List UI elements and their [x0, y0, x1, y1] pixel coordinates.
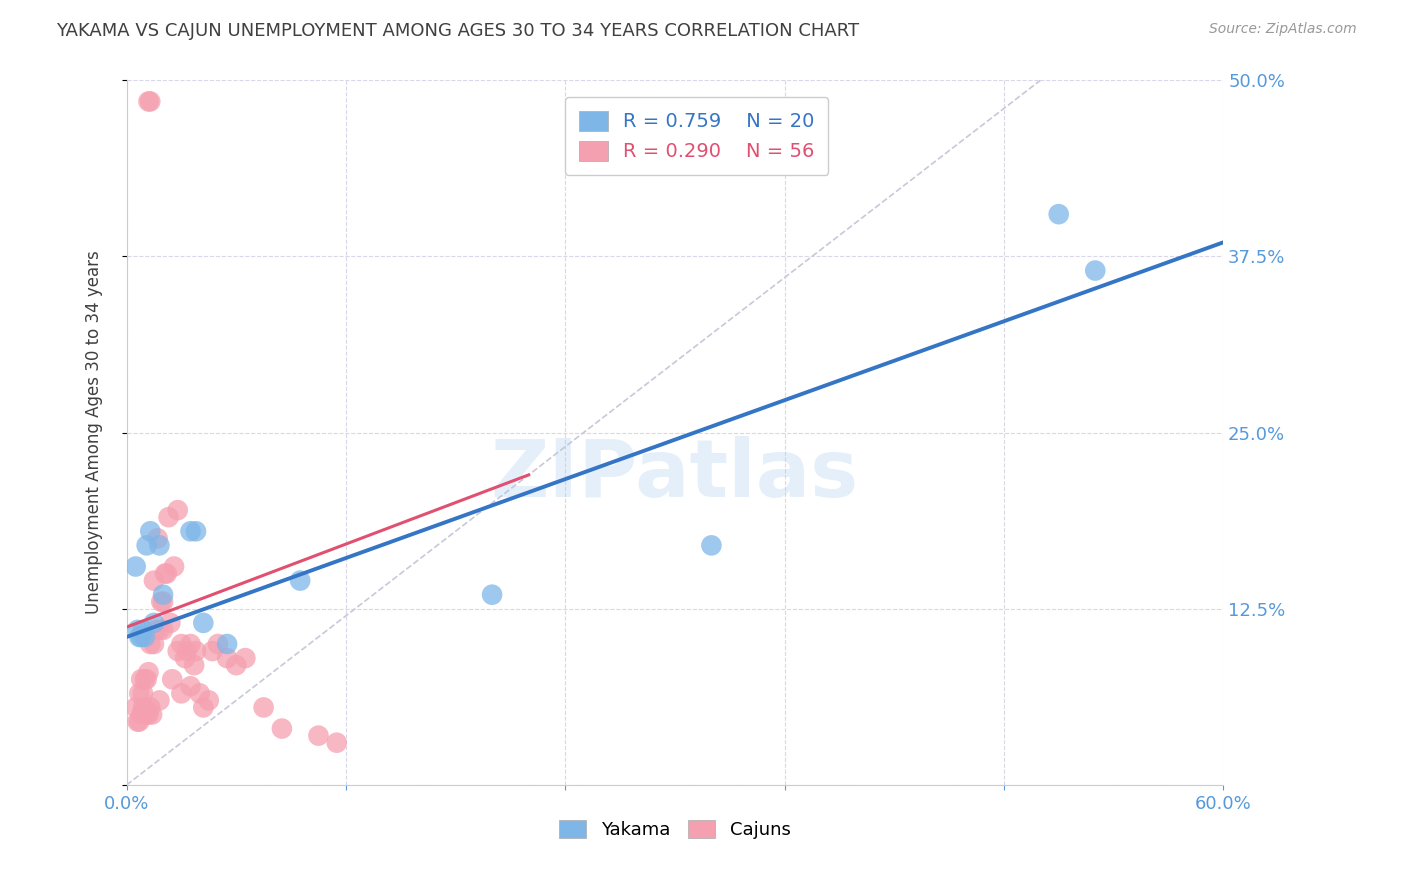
- Point: [145, 623, 167, 637]
- Point: [166, 644, 188, 658]
- Point: [184, 644, 207, 658]
- Point: [138, 665, 160, 680]
- Point: [233, 651, 257, 665]
- Point: [481, 588, 503, 602]
- Point: [134, 700, 156, 714]
- Point: [159, 615, 181, 630]
- Point: [129, 630, 152, 644]
- Point: [148, 693, 170, 707]
- Point: [148, 623, 170, 637]
- Point: [156, 566, 179, 581]
- Point: [201, 644, 224, 658]
- Text: ZIPatlas: ZIPatlas: [491, 436, 859, 514]
- Point: [152, 588, 174, 602]
- Point: [170, 637, 193, 651]
- Point: [138, 95, 160, 109]
- Point: [152, 595, 174, 609]
- Point: [163, 559, 186, 574]
- Point: [290, 574, 312, 588]
- Point: [188, 686, 211, 700]
- Point: [166, 503, 188, 517]
- Point: [129, 707, 152, 722]
- Text: YAKAMA VS CAJUN UNEMPLOYMENT AMONG AGES 30 TO 34 YEARS CORRELATION CHART: YAKAMA VS CAJUN UNEMPLOYMENT AMONG AGES …: [56, 22, 859, 40]
- Point: [197, 693, 219, 707]
- Point: [128, 686, 150, 700]
- Point: [180, 637, 202, 651]
- Point: [162, 673, 183, 687]
- Point: [270, 722, 294, 736]
- Legend: Yakama, Cajuns: Yakama, Cajuns: [553, 813, 797, 847]
- Point: [180, 524, 202, 539]
- Point: [128, 714, 150, 729]
- Point: [139, 700, 162, 714]
- Point: [124, 700, 148, 714]
- Point: [139, 524, 162, 539]
- Point: [139, 637, 162, 651]
- Point: [170, 686, 193, 700]
- Point: [132, 623, 155, 637]
- Text: Source: ZipAtlas.com: Source: ZipAtlas.com: [1209, 22, 1357, 37]
- Point: [193, 700, 215, 714]
- Point: [217, 637, 239, 651]
- Point: [135, 707, 157, 722]
- Point: [184, 524, 207, 539]
- Point: [148, 538, 170, 552]
- Point: [146, 532, 169, 546]
- Point: [153, 566, 176, 581]
- Point: [207, 637, 229, 651]
- Point: [132, 686, 155, 700]
- Point: [157, 510, 180, 524]
- Point: [193, 615, 215, 630]
- Point: [127, 623, 149, 637]
- Point: [135, 673, 157, 687]
- Point: [183, 658, 205, 673]
- Point: [135, 538, 157, 552]
- Point: [134, 673, 156, 687]
- Point: [143, 615, 166, 630]
- Point: [253, 700, 276, 714]
- Point: [152, 623, 174, 637]
- Point: [128, 630, 150, 644]
- Point: [138, 707, 160, 722]
- Point: [139, 95, 162, 109]
- Point: [307, 729, 329, 743]
- Point: [124, 559, 148, 574]
- Point: [129, 673, 152, 687]
- Point: [174, 651, 197, 665]
- Point: [127, 714, 149, 729]
- Point: [225, 658, 247, 673]
- Point: [180, 679, 202, 693]
- Point: [176, 644, 198, 658]
- Point: [217, 651, 239, 665]
- Point: [700, 538, 723, 552]
- Point: [326, 736, 349, 750]
- Point: [150, 595, 173, 609]
- Point: [141, 707, 163, 722]
- Point: [132, 700, 155, 714]
- Point: [1047, 207, 1070, 221]
- Point: [134, 630, 156, 644]
- Y-axis label: Unemployment Among Ages 30 to 34 years: Unemployment Among Ages 30 to 34 years: [84, 251, 103, 615]
- Point: [1084, 263, 1107, 277]
- Point: [143, 637, 166, 651]
- Point: [143, 574, 166, 588]
